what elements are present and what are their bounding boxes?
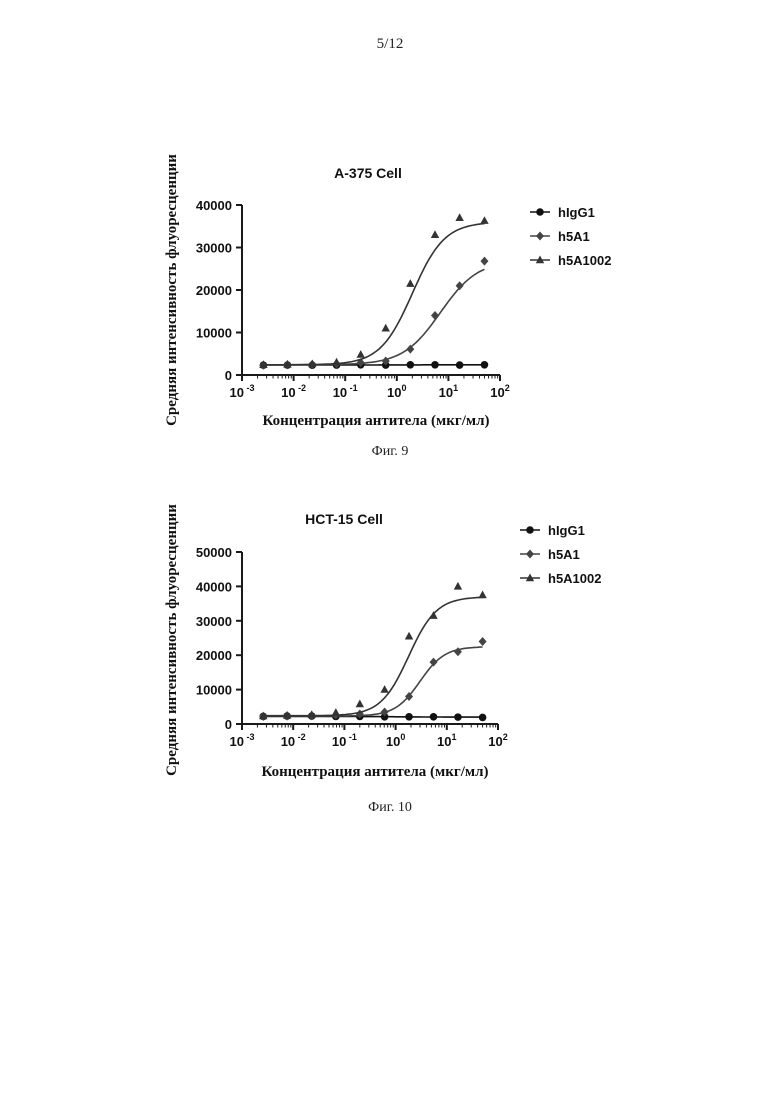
x-tick-label: 100	[387, 383, 406, 400]
x-axis-label: Концентрация антитела (мкг/мл)	[262, 413, 489, 429]
y-tick-label: 20000	[196, 283, 232, 298]
data-point-h5A1	[479, 637, 487, 646]
y-tick-label: 30000	[196, 241, 232, 256]
y-tick-label: 40000	[196, 198, 232, 213]
y-tick-label: 40000	[196, 579, 232, 594]
x-tick-label: 10 -3	[230, 383, 255, 400]
chart-title: A-375 Cell	[334, 165, 402, 181]
data-point-h5A1	[431, 311, 439, 320]
data-point-h5A1002	[382, 324, 390, 332]
data-point-h5A1	[430, 658, 438, 667]
x-tick-label: 101	[439, 383, 458, 400]
y-axis-label: Средняя интенсивность флуоресценции	[164, 154, 180, 426]
x-tick-label: 10 -2	[281, 732, 306, 749]
fit-curve-h5A1002	[263, 224, 484, 365]
y-tick-label: 50000	[196, 545, 232, 560]
data-point-h5A1	[480, 257, 488, 266]
data-point-h5A1002	[380, 685, 388, 693]
fit-curve-h5A1	[263, 269, 484, 365]
fit-curve-h5A1	[263, 647, 482, 716]
x-tick-label: 10 -1	[333, 383, 358, 400]
y-tick-label: 30000	[196, 614, 232, 629]
data-point-h5A1002	[357, 350, 365, 358]
data-point-h5A1002	[454, 582, 462, 590]
legend-label-h5A1002: h5A1002	[558, 253, 611, 268]
x-tick-label: 100	[386, 732, 405, 749]
data-point-hIgG1	[456, 361, 464, 369]
legend-marker-h5A1	[526, 550, 534, 559]
figure-10-chart: HCT-15 Cell 0 10000 20000 30000 40000 50000 10 …	[0, 470, 780, 790]
data-point-hIgG1	[405, 713, 413, 721]
data-point-h5A1002	[455, 213, 463, 221]
data-point-h5A1002	[332, 358, 340, 366]
data-point-h5A1002	[332, 708, 340, 716]
x-tick-label: 10 -2	[281, 383, 306, 400]
data-point-hIgG1	[479, 714, 487, 722]
y-axis-label: Средняя интенсивность флуоресценции	[164, 504, 180, 776]
legend-marker-hIgG1	[536, 208, 544, 216]
x-tick-label: 102	[490, 383, 509, 400]
x-tick-label: 10 -3	[230, 732, 255, 749]
x-axis-label: Концентрация антитела (мкг/мл)	[261, 764, 488, 780]
y-tick-label: 0	[225, 368, 232, 383]
data-point-h5A1002	[431, 230, 439, 238]
y-tick-label: 20000	[196, 648, 232, 663]
data-point-hIgG1	[407, 361, 415, 369]
figure-9-chart: A-375 Cell 0 10000 20000 30000 40000 10 -3 10 -…	[0, 130, 780, 440]
data-point-h5A1002	[406, 279, 414, 287]
data-point-hIgG1	[430, 713, 438, 721]
data-point-h5A1002	[405, 632, 413, 640]
legend-label-hIgG1: hIgG1	[548, 523, 585, 538]
data-point-hIgG1	[481, 361, 489, 369]
data-point-h5A1002	[480, 216, 488, 224]
x-tick-label: 10 -1	[332, 732, 357, 749]
legend-label-h5A1: h5A1	[548, 547, 580, 562]
data-point-hIgG1	[454, 713, 462, 721]
data-point-h5A1002	[478, 591, 486, 599]
legend-label-hIgG1: hIgG1	[558, 205, 595, 220]
figure-10-caption: Фиг. 10	[0, 800, 780, 816]
legend-marker-h5A1	[536, 232, 544, 241]
x-tick-label: 101	[437, 732, 456, 749]
data-point-h5A1002	[429, 611, 437, 619]
data-point-h5A1	[456, 281, 464, 290]
data-point-hIgG1	[431, 361, 439, 369]
legend-label-h5A1002: h5A1002	[548, 571, 601, 586]
x-tick-label: 102	[488, 732, 507, 749]
y-tick-label: 10000	[196, 326, 232, 341]
page-number: 5/12	[0, 36, 780, 53]
chart-title: HCT-15 Cell	[305, 511, 383, 527]
y-tick-label: 0	[225, 717, 232, 732]
y-tick-label: 10000	[196, 683, 232, 698]
legend-marker-hIgG1	[526, 526, 534, 534]
fit-curve-h5A1002	[263, 597, 482, 715]
data-point-h5A1002	[356, 700, 364, 708]
legend-label-h5A1: h5A1	[558, 229, 590, 244]
figure-9-caption: Фиг. 9	[0, 444, 780, 460]
